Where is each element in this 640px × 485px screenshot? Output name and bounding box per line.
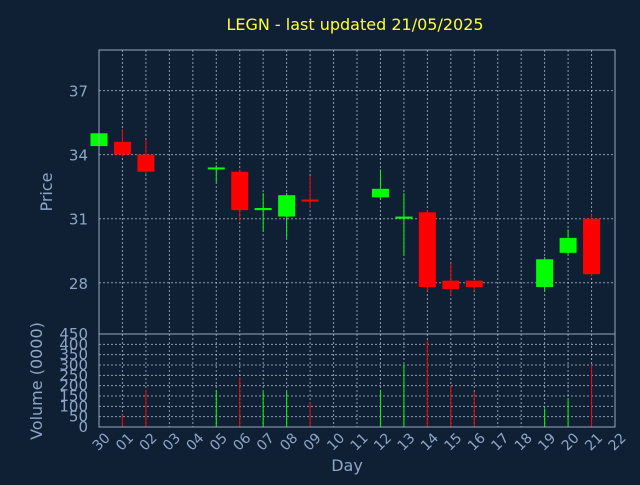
y-axis-label: Price [37,172,56,211]
candle-body [583,218,601,275]
day-tick-label: 12 [371,430,395,454]
candle-body [371,188,389,198]
day-tick-label: 15 [442,430,466,454]
candle-15 [442,263,460,296]
candle-08 [278,193,296,238]
candle-20 [559,229,577,255]
day-tick-label: 10 [324,430,348,454]
chart-title: LEGN - last updated 21/05/2025 [226,15,483,34]
candle-layer [90,129,601,296]
candle-body [301,199,319,202]
volume-tick-label: 250 [59,366,88,384]
candle-21 [583,214,601,277]
price-tick-label: 31 [69,211,88,229]
day-tick-label: 06 [230,430,254,454]
candle-12 [371,169,389,200]
day-tick-label: 30 [90,430,114,454]
candle-body [465,280,483,288]
candle-body [113,141,131,155]
day-tick-label: 17 [488,430,512,454]
day-tick-label: 18 [512,430,536,454]
volume-tick-label: 0 [78,418,88,436]
day-tick-label: 09 [301,430,325,454]
candle-09 [301,175,319,209]
day-tick-label: 05 [207,430,231,454]
candle-body [231,171,249,211]
candle-body [254,208,272,211]
day-tick-label: 21 [582,430,606,454]
day-tick-label: 01 [113,430,137,454]
day-tick-label: 04 [184,430,208,454]
candle-body [278,195,296,217]
candle-body [395,216,413,219]
x-axis-label: Day [331,456,363,475]
candle-body [536,259,554,288]
day-tick-label: 19 [535,430,559,454]
grid-layer [99,50,615,427]
volume-layer [121,340,593,427]
day-tick-label: 07 [254,430,278,454]
candle-body [207,167,225,170]
candle-16 [465,280,483,292]
candle-01 [113,129,131,157]
volume-tick-label: 450 [59,325,88,343]
candle-body [418,212,436,288]
candle-07 [254,193,272,232]
day-tick-label: 22 [606,430,630,454]
price-tick-label: 34 [69,147,88,165]
volume-tick-label: 400 [59,335,88,353]
price-tick-label: 37 [69,83,88,101]
candle-body [137,154,155,172]
day-tick-label: 20 [559,430,583,454]
candle-14 [418,210,436,292]
volume-tick-label: 100 [59,397,88,415]
volume-tick-label: 300 [59,356,88,374]
volume-plot-frame [98,333,616,428]
candle-13 [395,193,413,255]
day-tick-label: 11 [348,430,372,454]
day-tick-label: 02 [137,430,161,454]
day-tick-label: 14 [418,430,442,454]
volume-axis-label: Volume (0000) [27,322,46,440]
candle-body [559,237,577,253]
price-tick-labels: 37 34 31 28 [69,83,88,293]
candle-05 [207,165,225,183]
candle-06 [231,169,249,221]
candle-02 [137,139,155,174]
day-tick-label: 03 [160,430,184,454]
price-tick-label: 28 [69,275,88,293]
day-tick-label: 16 [465,430,489,454]
volume-tick-label: 200 [59,377,88,395]
candle-19 [536,257,554,292]
day-tick-label: 08 [277,430,301,454]
volume-tick-label: 150 [59,387,88,405]
day-tick-label: 13 [395,430,419,454]
candle-body [442,280,460,290]
volume-tick-label: 50 [69,408,88,426]
day-tick-labels: 30 01 02 03 04 05 06 07 08 09 10 11 12 13 14 15 16 17 18 19… [90,430,630,454]
volume-tick-label: 350 [59,346,88,364]
